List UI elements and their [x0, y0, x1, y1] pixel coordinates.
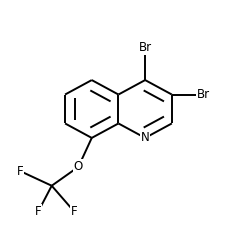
Text: F: F	[70, 205, 77, 218]
Text: F: F	[17, 165, 24, 178]
Text: F: F	[35, 205, 42, 218]
Text: N: N	[140, 131, 149, 144]
Text: Br: Br	[138, 41, 151, 54]
Text: O: O	[74, 160, 83, 173]
Text: Br: Br	[195, 88, 209, 101]
